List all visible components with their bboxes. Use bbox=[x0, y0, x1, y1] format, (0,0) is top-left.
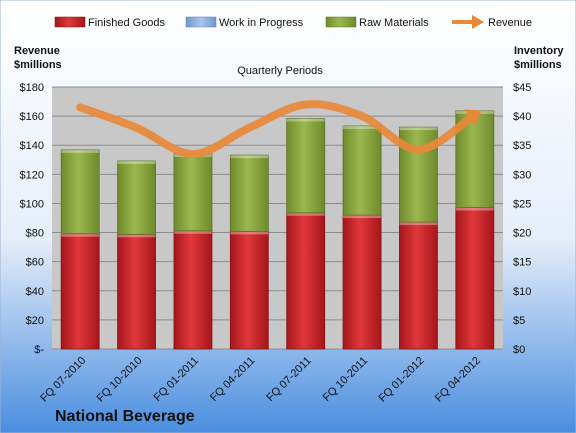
legend-swatch-finished-goods bbox=[54, 16, 86, 28]
revenue-point bbox=[248, 127, 250, 129]
bar-finished-goods bbox=[286, 212, 326, 350]
bar-finished-goods bbox=[399, 221, 438, 350]
bar-finished-goods bbox=[455, 207, 495, 350]
bar-raw-materials-cap bbox=[117, 160, 156, 164]
revenue-point bbox=[136, 127, 138, 129]
bar-finished-goods bbox=[173, 230, 213, 350]
company-name: National Beverage bbox=[55, 408, 195, 425]
right-tick-label: $10 bbox=[513, 286, 531, 298]
bar-raw-materials-cap bbox=[343, 126, 382, 130]
bar-finished-goods-cap bbox=[173, 230, 212, 234]
right-tick-label: $5 bbox=[513, 315, 525, 327]
right-axis-label-line1: Inventory bbox=[514, 45, 564, 57]
legend-label-revenue: Revenue bbox=[488, 17, 532, 29]
bar-finished-goods-cap bbox=[230, 231, 269, 235]
revenue-point bbox=[192, 153, 194, 155]
left-axis-label-line2: $millions bbox=[14, 59, 62, 71]
bar-raw-materials-cap bbox=[230, 155, 269, 159]
left-tick-label: $160 bbox=[20, 111, 44, 123]
left-tick-label: $20 bbox=[26, 315, 44, 327]
bar-finished-goods-cap bbox=[399, 222, 438, 226]
left-axis-ticks: $- $20 $40 $60 $80 $100 $120 $140 $160 $180 bbox=[20, 82, 45, 356]
left-tick-label: $100 bbox=[20, 198, 44, 210]
revenue-point bbox=[305, 103, 307, 105]
bar-raw-materials-cap bbox=[399, 127, 438, 131]
revenue-point bbox=[474, 114, 476, 116]
legend-label-raw-materials: Raw Materials bbox=[359, 17, 429, 29]
right-axis-label-line2: $millions bbox=[514, 59, 562, 71]
revenue-point bbox=[417, 149, 419, 151]
left-tick-label: $40 bbox=[26, 286, 44, 298]
left-tick-label: $180 bbox=[20, 82, 44, 94]
chart-title: Quarterly Periods bbox=[237, 65, 323, 77]
revenue-line bbox=[76, 100, 482, 158]
bar-finished-goods-cap bbox=[455, 207, 494, 211]
legend-label-work-in-progress: Work in Progress bbox=[219, 17, 304, 29]
right-tick-label: $35 bbox=[513, 140, 531, 152]
legend-label-finished-goods: Finished Goods bbox=[88, 17, 166, 29]
revenue-line-path bbox=[76, 100, 479, 158]
right-tick-label: $15 bbox=[513, 257, 531, 269]
right-tick-label: $25 bbox=[513, 198, 531, 210]
left-tick-label: $120 bbox=[20, 169, 44, 181]
bar-finished-goods bbox=[117, 233, 156, 350]
bar-raw-materials bbox=[342, 125, 382, 216]
bar-finished-goods-cap bbox=[117, 234, 156, 238]
bar-raw-materials bbox=[229, 154, 269, 232]
bar-raw-materials bbox=[173, 153, 213, 232]
right-tick-label: $0 bbox=[513, 344, 525, 356]
legend-swatch-raw-materials bbox=[325, 16, 357, 28]
revenue-point bbox=[79, 106, 81, 108]
bar-raw-materials bbox=[60, 149, 100, 235]
right-tick-label: $45 bbox=[513, 82, 531, 94]
bar-raw-materials-cap bbox=[61, 149, 100, 153]
right-axis-ticks: $0 $5 $10 $15 $20 $25 $30 $35 $40 $45 bbox=[513, 82, 531, 356]
bar-finished-goods-cap bbox=[286, 212, 325, 216]
bar-raw-materials-cap bbox=[286, 118, 325, 122]
bar-finished-goods bbox=[342, 214, 382, 350]
bar-raw-materials bbox=[117, 160, 156, 235]
bar-raw-materials bbox=[286, 118, 326, 214]
left-axis-label-line1: Revenue bbox=[14, 45, 60, 57]
legend-swatch-revenue bbox=[452, 15, 484, 29]
legend: Finished Goods Work in Progress Raw Mate… bbox=[54, 15, 532, 29]
left-tick-label: $80 bbox=[26, 228, 44, 240]
bar-finished-goods bbox=[229, 230, 269, 350]
bar-finished-goods bbox=[60, 233, 100, 350]
right-tick-label: $30 bbox=[513, 169, 531, 181]
right-tick-label: $20 bbox=[513, 228, 531, 240]
revenue-arrowhead bbox=[464, 109, 482, 127]
bar-finished-goods-cap bbox=[61, 233, 100, 237]
right-tick-label: $40 bbox=[513, 111, 531, 123]
bar-finished-goods-cap bbox=[343, 215, 382, 219]
bar-series bbox=[60, 110, 495, 350]
legend-swatch-work-in-progress bbox=[185, 16, 217, 28]
revenue-point bbox=[361, 115, 363, 117]
left-tick-label: $60 bbox=[26, 257, 44, 269]
left-tick-label: $140 bbox=[20, 140, 44, 152]
left-tick-label: $- bbox=[34, 344, 44, 356]
